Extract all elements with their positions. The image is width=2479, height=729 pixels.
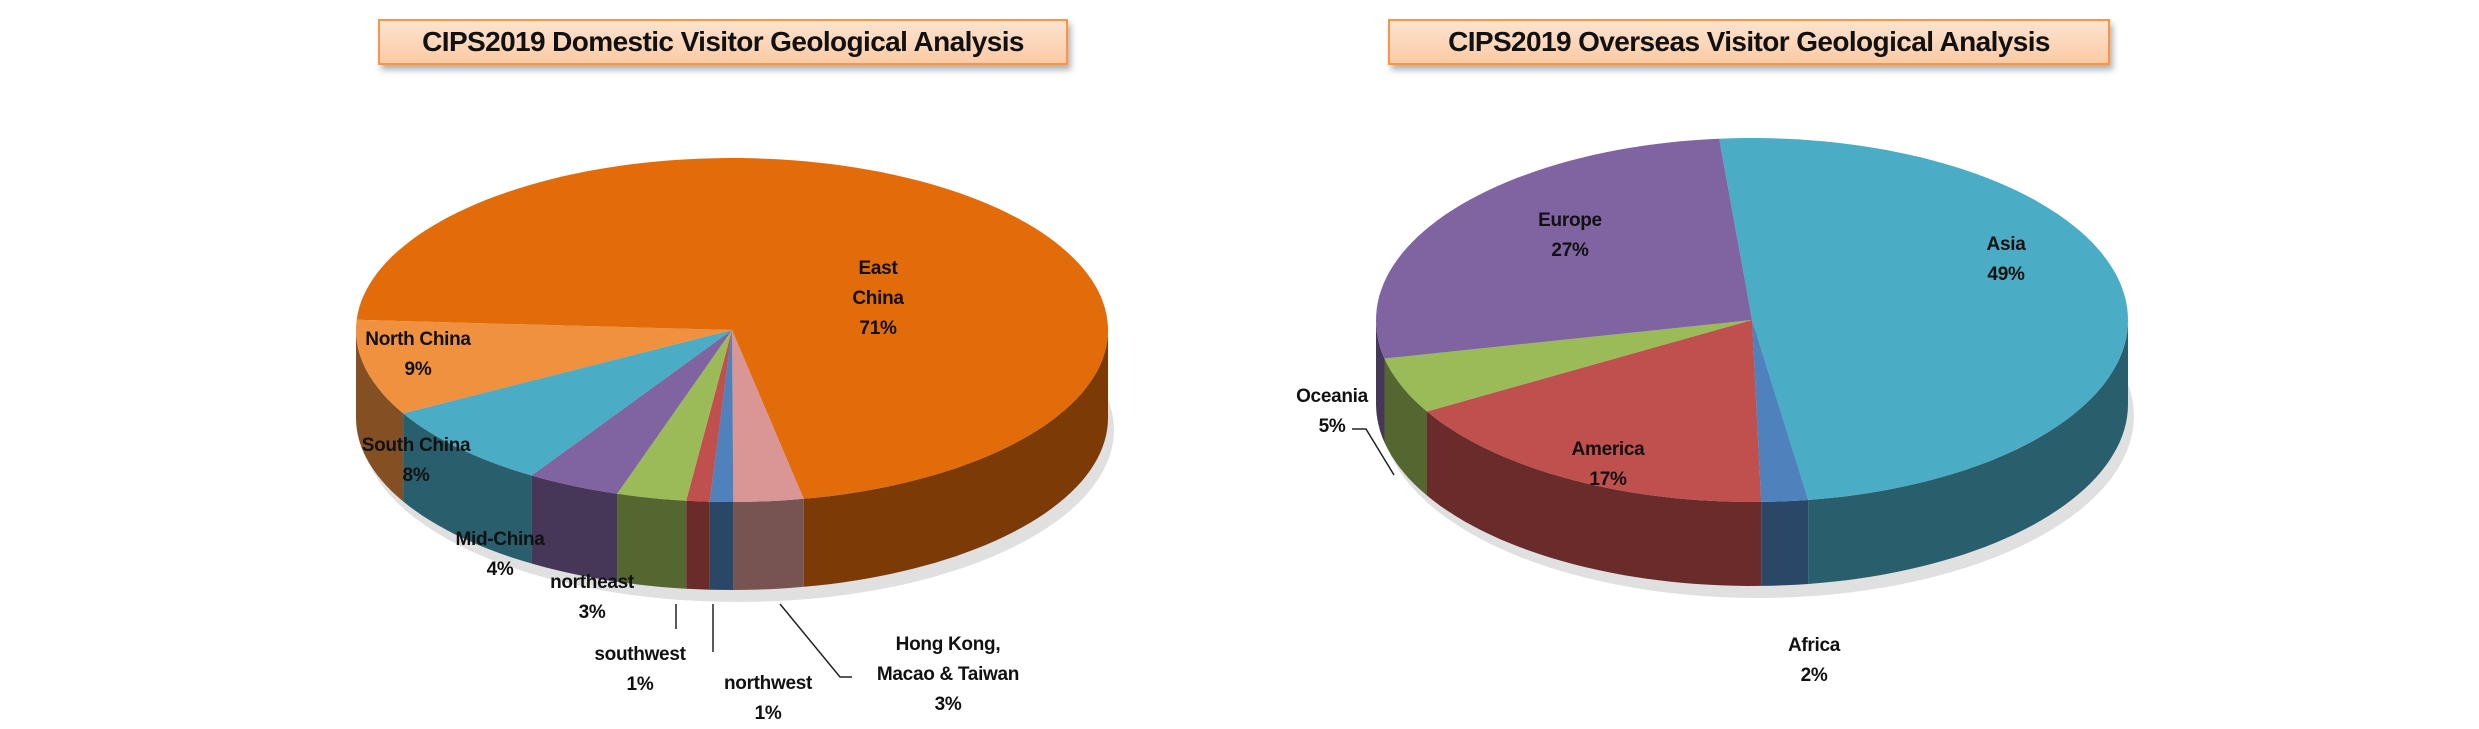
data-label: southwest 1% bbox=[594, 640, 686, 700]
pie-slice-africa bbox=[1752, 320, 1809, 502]
pie-slice-america bbox=[1427, 320, 1762, 502]
pie-slice-southwest bbox=[686, 330, 732, 502]
data-label-value: 3% bbox=[578, 602, 606, 623]
data-label-category: Macao & Taiwan bbox=[876, 664, 1020, 685]
pie-slice-asia bbox=[1719, 138, 2128, 500]
pie-slice-south-china bbox=[403, 330, 732, 476]
data-label-category: East bbox=[858, 258, 898, 279]
data-label: South China 8% bbox=[362, 431, 471, 491]
chart-title-domestic: CIPS2019 Domestic Visitor Geological Ana… bbox=[378, 19, 1068, 65]
pie-slice-hong-kong-macao-taiwan bbox=[732, 330, 804, 502]
data-label-category: America bbox=[1571, 439, 1645, 460]
pie-side-southwest bbox=[686, 500, 710, 590]
data-label-category: China bbox=[852, 288, 904, 309]
pie-side-oceania bbox=[1384, 358, 1427, 496]
leader-line bbox=[1352, 428, 1395, 476]
data-label-value: 71% bbox=[859, 318, 897, 339]
data-label: East China 71% bbox=[852, 254, 904, 344]
data-label: Africa 2% bbox=[1788, 631, 1840, 691]
data-label-value: 49% bbox=[1987, 264, 2025, 285]
data-label-category: Europe bbox=[1538, 210, 1602, 231]
data-label-value: 1% bbox=[626, 674, 654, 695]
data-label-value: 4% bbox=[486, 559, 514, 580]
pie-side-south-china bbox=[403, 413, 532, 564]
data-label-value: 8% bbox=[402, 465, 430, 486]
data-label-category: northwest bbox=[723, 673, 813, 694]
pie-overseas bbox=[1352, 138, 2134, 598]
data-label-value: 5% bbox=[1318, 416, 1346, 437]
pie-slice-europe bbox=[1376, 138, 1752, 359]
data-label: Hong Kong, Macao & Taiwan 3% bbox=[876, 630, 1020, 720]
data-label: Europe 27% bbox=[1538, 206, 1602, 266]
pie-domestic bbox=[356, 158, 1114, 678]
data-label-category: Hong Kong, bbox=[895, 634, 1001, 655]
leader-line bbox=[779, 603, 852, 678]
data-label: Oceania 5% bbox=[1296, 382, 1368, 442]
pie-slice-oceania bbox=[1384, 320, 1752, 412]
pie-side-africa bbox=[1761, 500, 1809, 586]
pie-side-hong-kong-macao-taiwan bbox=[733, 498, 804, 590]
data-label-category: southwest bbox=[594, 644, 686, 665]
data-label-value: 17% bbox=[1589, 469, 1627, 490]
data-label: America 17% bbox=[1572, 435, 1645, 495]
pie-slice-mid-china bbox=[531, 330, 732, 494]
data-label-value: 2% bbox=[1800, 665, 1828, 686]
data-label-category: Mid-China bbox=[455, 529, 545, 550]
pie-slice-northwest bbox=[709, 330, 734, 502]
data-label: northeast 3% bbox=[550, 568, 634, 628]
pie-side-asia bbox=[1808, 320, 2128, 584]
pie-side-mid-china bbox=[531, 475, 618, 582]
data-label-value: 3% bbox=[934, 694, 962, 715]
pie-side-northeast bbox=[617, 493, 687, 589]
data-label: Asia 49% bbox=[1987, 230, 2026, 290]
data-label-category: South China bbox=[361, 435, 471, 456]
data-label-value: 9% bbox=[404, 359, 432, 380]
data-label-category: northeast bbox=[550, 572, 634, 593]
pie-slice-northeast bbox=[617, 330, 732, 501]
data-label-category: Oceania bbox=[1296, 386, 1368, 407]
data-label-value: 1% bbox=[754, 703, 782, 724]
pie-slice-east-china bbox=[356, 158, 1108, 499]
pie-side-america bbox=[1427, 411, 1762, 586]
pie-slice-north-china bbox=[356, 319, 732, 414]
pie-side-europe bbox=[1376, 320, 1385, 443]
data-label-category: North China bbox=[365, 329, 471, 350]
data-label-value: 27% bbox=[1551, 240, 1589, 261]
chart-title-overseas: CIPS2019 Overseas Visitor Geological Ana… bbox=[1388, 19, 2110, 65]
data-label-category: Asia bbox=[1986, 234, 2026, 255]
pie-charts bbox=[356, 138, 2134, 678]
data-label: North China 9% bbox=[365, 325, 471, 385]
data-label: Mid-China 4% bbox=[455, 525, 544, 585]
pie-side-east-china bbox=[803, 330, 1108, 587]
data-label-category: Africa bbox=[1787, 635, 1841, 656]
data-label: northwest 1% bbox=[724, 669, 812, 729]
pie-side-north-china bbox=[356, 330, 404, 502]
pie-side-northwest bbox=[709, 501, 734, 590]
